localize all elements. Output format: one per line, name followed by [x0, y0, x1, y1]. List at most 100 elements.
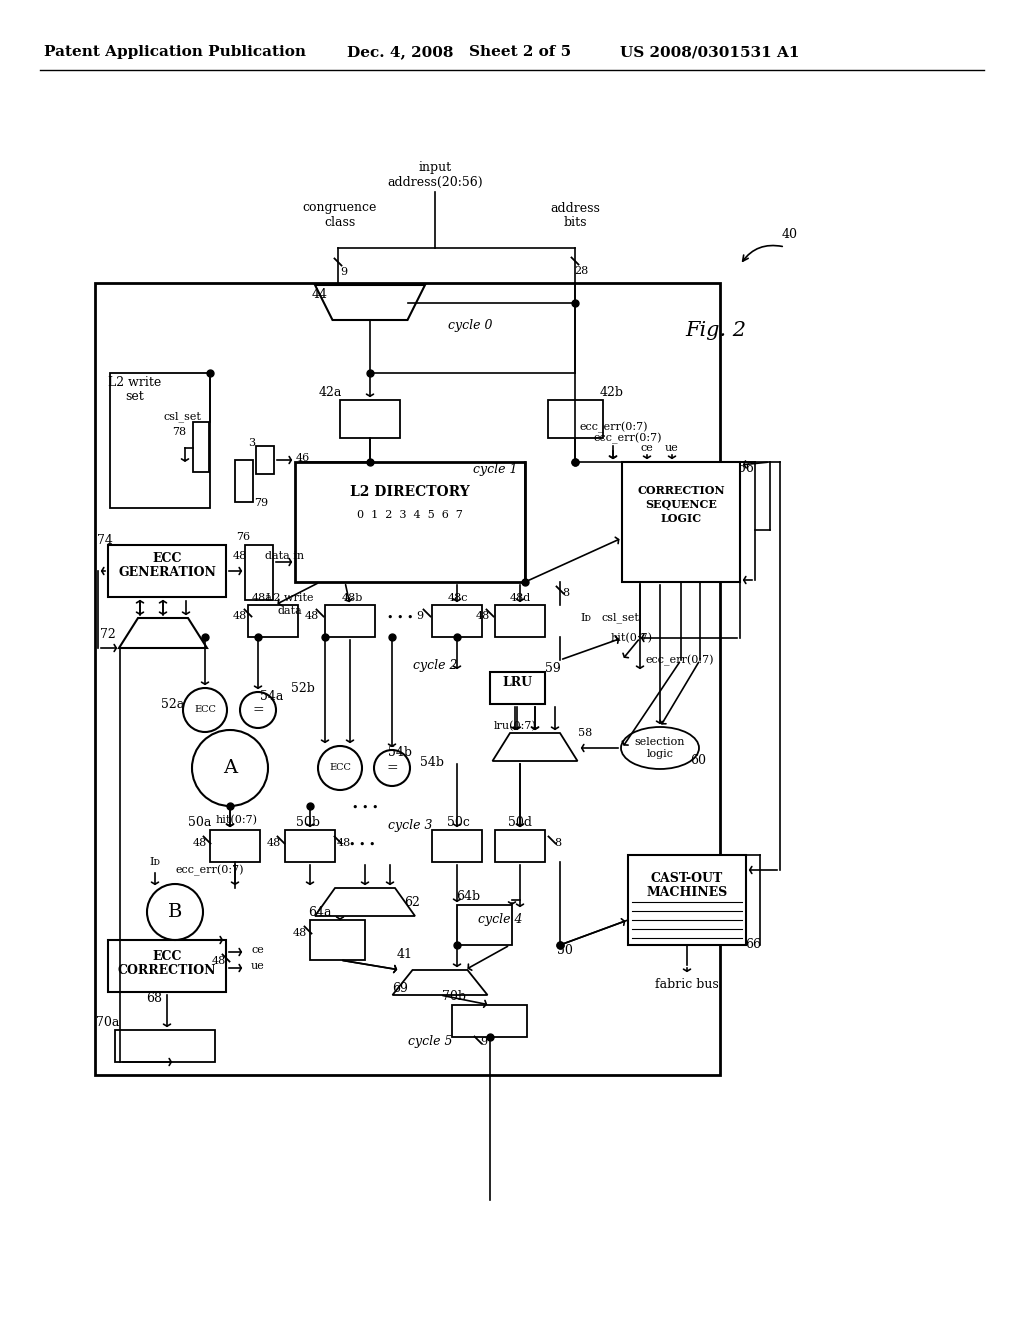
- Text: • • •: • • •: [387, 612, 414, 623]
- Text: ECC: ECC: [195, 705, 216, 714]
- Text: 64b: 64b: [456, 891, 480, 903]
- Text: ce: ce: [252, 945, 264, 954]
- Text: csl_set: csl_set: [163, 412, 201, 422]
- Text: bits: bits: [563, 215, 587, 228]
- Text: ue: ue: [251, 961, 265, 972]
- Text: 8: 8: [562, 587, 569, 598]
- Text: 48d: 48d: [509, 593, 530, 603]
- Bar: [193, 422, 209, 473]
- Text: 41: 41: [397, 949, 413, 961]
- Polygon shape: [119, 618, 207, 648]
- Bar: [457, 906, 512, 945]
- Bar: [325, 605, 375, 638]
- Text: hit(0:7): hit(0:7): [611, 632, 653, 643]
- Text: ECC: ECC: [329, 763, 351, 772]
- Text: 48: 48: [267, 838, 282, 847]
- Text: cycle 2: cycle 2: [413, 659, 458, 672]
- Bar: [95, 282, 720, 1074]
- Text: 54b: 54b: [388, 746, 412, 759]
- Text: 50b: 50b: [296, 816, 319, 829]
- Bar: [108, 545, 226, 597]
- Circle shape: [147, 884, 203, 940]
- Text: Sheet 2 of 5: Sheet 2 of 5: [469, 45, 571, 59]
- Text: 50a: 50a: [188, 816, 212, 829]
- Text: 48: 48: [293, 928, 307, 939]
- Text: US 2008/0301531 A1: US 2008/0301531 A1: [621, 45, 800, 59]
- Text: logic: logic: [646, 748, 674, 759]
- Text: 40: 40: [782, 228, 798, 242]
- Polygon shape: [315, 888, 415, 916]
- Text: 48: 48: [305, 611, 319, 620]
- Text: 52a: 52a: [162, 698, 184, 711]
- Polygon shape: [315, 285, 425, 319]
- Text: 42a: 42a: [318, 385, 342, 399]
- Text: 9: 9: [417, 611, 424, 620]
- Ellipse shape: [621, 727, 699, 770]
- Text: CORRECTION: CORRECTION: [637, 484, 725, 495]
- Text: Patent Application Publication: Patent Application Publication: [44, 45, 306, 59]
- Text: 70b: 70b: [442, 990, 466, 1003]
- Text: LOGIC: LOGIC: [660, 512, 701, 524]
- Bar: [310, 920, 365, 960]
- Text: 50: 50: [557, 944, 573, 957]
- Text: 48: 48: [337, 838, 351, 847]
- Bar: [285, 830, 335, 862]
- Bar: [210, 830, 260, 862]
- Circle shape: [374, 750, 410, 785]
- Text: 48: 48: [476, 611, 490, 620]
- Text: 8: 8: [554, 838, 561, 847]
- Text: lru(0:7): lru(0:7): [494, 721, 537, 731]
- Bar: [295, 462, 525, 582]
- Text: cycle 4: cycle 4: [478, 913, 522, 927]
- Text: Iᴅ: Iᴅ: [150, 857, 161, 867]
- Text: • • •: • • •: [349, 840, 375, 850]
- Circle shape: [193, 730, 268, 807]
- Text: cycle 0: cycle 0: [447, 318, 493, 331]
- Bar: [432, 830, 482, 862]
- Text: 9: 9: [480, 1038, 487, 1047]
- Text: 59: 59: [545, 661, 561, 675]
- Bar: [115, 1030, 215, 1063]
- Text: ECC: ECC: [153, 552, 181, 565]
- Text: Iᴅ: Iᴅ: [581, 612, 592, 623]
- Text: ce: ce: [641, 444, 653, 453]
- Text: 56: 56: [738, 462, 754, 474]
- Text: 68: 68: [146, 991, 162, 1005]
- Text: fabric bus: fabric bus: [655, 978, 719, 991]
- Text: 44: 44: [312, 289, 328, 301]
- Bar: [340, 400, 400, 438]
- Text: 64a: 64a: [308, 906, 332, 919]
- Text: SEQUENCE: SEQUENCE: [645, 499, 717, 510]
- Text: input: input: [419, 161, 452, 174]
- Text: ecc_err(0:7): ecc_err(0:7): [176, 865, 245, 875]
- Text: 62: 62: [404, 895, 420, 908]
- Text: 66: 66: [745, 939, 761, 952]
- Text: 28: 28: [573, 267, 588, 276]
- Bar: [548, 400, 603, 438]
- Bar: [452, 1005, 527, 1038]
- Text: ue: ue: [666, 444, 679, 453]
- Text: ecc_err(0:7): ecc_err(0:7): [646, 655, 715, 665]
- Text: 50c: 50c: [446, 816, 469, 829]
- Text: cycle 1: cycle 1: [473, 463, 517, 477]
- Text: 48: 48: [232, 611, 247, 620]
- Polygon shape: [392, 970, 487, 995]
- Bar: [108, 940, 226, 993]
- Text: CORRECTION: CORRECTION: [118, 964, 216, 977]
- Bar: [495, 830, 545, 862]
- Text: LRU: LRU: [502, 676, 532, 689]
- Text: address: address: [550, 202, 600, 214]
- Text: ecc_err(0:7): ecc_err(0:7): [594, 433, 663, 444]
- Bar: [490, 672, 545, 704]
- Circle shape: [183, 688, 227, 733]
- Text: hit(0:7): hit(0:7): [216, 814, 258, 825]
- Text: 74: 74: [97, 533, 113, 546]
- Text: 46: 46: [296, 453, 310, 463]
- Bar: [622, 462, 740, 582]
- Text: 58: 58: [578, 729, 592, 738]
- Circle shape: [318, 746, 362, 789]
- Bar: [432, 605, 482, 638]
- Text: 54a: 54a: [260, 690, 284, 704]
- Text: 3: 3: [249, 438, 256, 447]
- Text: 54b: 54b: [420, 755, 444, 768]
